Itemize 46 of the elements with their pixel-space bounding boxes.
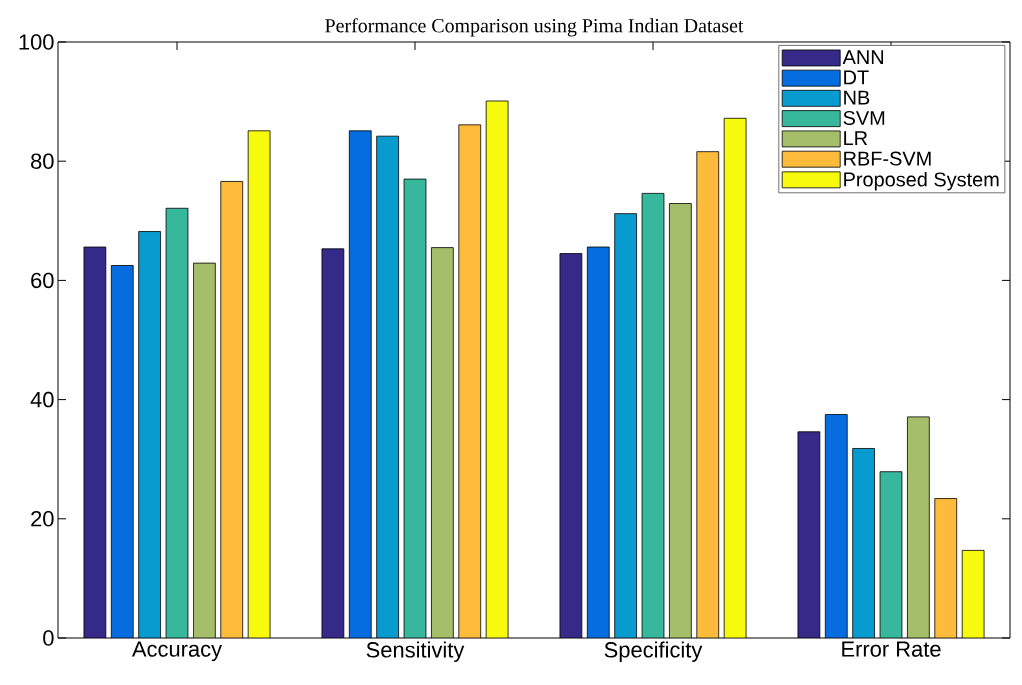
bar [83, 246, 107, 638]
bar [348, 130, 372, 638]
y-tick-label: 100 [19, 34, 54, 50]
bar [431, 247, 454, 638]
bar [852, 448, 875, 638]
legend-label: DT [844, 70, 869, 85]
legend-label: NB [844, 90, 870, 105]
legend-label: ANN [842, 50, 884, 65]
y-tick-label: 20 [31, 511, 54, 527]
legend-label: RBF-SVM [844, 151, 931, 166]
bar [485, 100, 509, 638]
bar [824, 414, 848, 638]
bar [110, 265, 134, 638]
bar [559, 253, 583, 638]
y-tick-label: 0 [43, 630, 54, 646]
x-tick-label: Error Rate [842, 641, 941, 657]
bar [907, 416, 930, 638]
bar [641, 192, 665, 638]
y-tick-label: 40 [30, 391, 54, 408]
bar [934, 498, 958, 638]
bar [797, 431, 821, 638]
bar [723, 117, 747, 638]
bar [247, 130, 271, 638]
bar [376, 135, 399, 638]
bar [961, 549, 985, 638]
bar [165, 207, 189, 638]
y-tick-label: 60 [31, 272, 54, 289]
bar [614, 213, 637, 638]
bar [696, 151, 720, 638]
bar [669, 203, 692, 638]
bar [138, 231, 161, 638]
x-tick-label: Accuracy [131, 641, 223, 662]
legend-label: LR [844, 131, 868, 146]
bar [193, 262, 216, 638]
x-tick-label: Sensitivity [366, 641, 465, 662]
bar [879, 471, 903, 638]
y-tick-label: 80 [31, 153, 54, 169]
chart-title: Performance Comparison using Pima Indian Dataset [325, 18, 744, 37]
bar [586, 246, 610, 638]
bar [321, 248, 345, 638]
legend-label: Proposed System [844, 171, 999, 191]
bar [458, 124, 482, 638]
x-tick-label: Specificity [604, 641, 703, 662]
bar [220, 181, 244, 638]
bar [403, 178, 427, 638]
legend-label: SVM [843, 110, 885, 126]
